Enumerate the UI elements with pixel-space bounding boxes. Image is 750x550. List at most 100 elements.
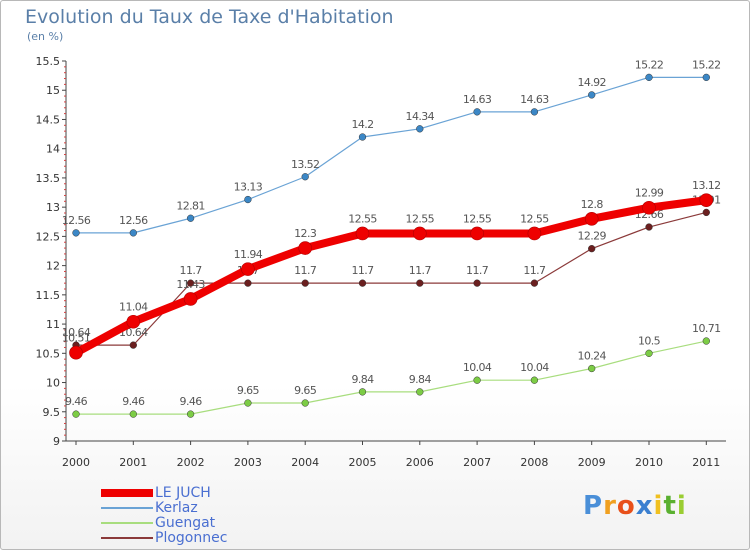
data-label: 15.22	[635, 58, 664, 71]
legend-item: Guengat	[101, 514, 227, 531]
y-tick-label: 15.5	[36, 55, 61, 68]
data-point	[69, 345, 83, 360]
y-tick-label: 10	[46, 377, 60, 390]
y-tick-label: 11.5	[36, 289, 61, 302]
x-tick-label: 2011	[692, 456, 720, 469]
proxiti-logo: Proxiti	[583, 491, 687, 521]
data-point	[645, 349, 653, 357]
legend-swatch	[101, 536, 153, 539]
data-label: 12.8	[581, 198, 604, 211]
x-tick-label: 2003	[234, 456, 262, 469]
data-label: 9.84	[409, 373, 432, 386]
y-tick-label: 15	[46, 84, 60, 97]
data-point	[584, 212, 599, 226]
data-label: 10.5	[638, 334, 661, 347]
data-point	[298, 241, 313, 255]
legend-item: LE JUCH	[101, 484, 227, 501]
x-tick-label: 2009	[578, 456, 606, 469]
data-point	[642, 200, 656, 215]
y-tick-label: 10.5	[36, 347, 61, 360]
series-line-plogonnec	[75, 211, 707, 346]
data-label: 14.92	[577, 76, 606, 89]
logo-letter: x	[635, 491, 654, 521]
data-label: 12.81	[176, 199, 205, 212]
data-point	[301, 173, 309, 181]
data-label: 9.65	[294, 384, 317, 397]
legend-label: Kerlaz	[155, 499, 198, 516]
data-point	[72, 229, 80, 237]
data-label: 12.55	[406, 212, 435, 225]
legend-swatch	[101, 488, 153, 497]
data-label: 13.52	[291, 158, 320, 171]
y-tick-label: 9.5	[43, 406, 61, 419]
data-point	[241, 262, 255, 276]
logo-letter: o	[616, 491, 636, 521]
data-point	[588, 91, 596, 99]
data-point	[702, 208, 710, 217]
x-tick-label: 2007	[463, 456, 491, 469]
y-tick-label: 12.5	[36, 230, 61, 243]
data-point	[129, 341, 137, 349]
y-tick-label: 13.5	[36, 172, 61, 185]
data-label: 9.46	[180, 395, 203, 408]
x-tick-label: 2002	[177, 456, 205, 469]
data-point	[470, 226, 484, 241]
data-label: 10.71	[692, 322, 721, 335]
data-label: 12.99	[635, 187, 664, 200]
x-tick-label: 2004	[291, 456, 319, 469]
data-label: 10.24	[577, 350, 606, 363]
data-label: 12.29	[577, 230, 606, 243]
legend-item: Kerlaz	[101, 499, 227, 516]
data-point	[186, 410, 195, 418]
data-label: 11.7	[523, 264, 546, 277]
data-point	[530, 108, 539, 116]
data-label: 12.55	[463, 212, 492, 225]
data-point	[358, 388, 367, 396]
chart-subtitle: (en %)	[27, 30, 64, 43]
logo-letter: t	[663, 491, 677, 521]
x-tick-label: 2005	[349, 456, 377, 469]
data-point	[473, 376, 481, 384]
data-label: 10.51	[62, 332, 91, 345]
legend-label: LE JUCH	[155, 484, 211, 501]
data-point	[527, 226, 542, 241]
data-label: 14.2	[351, 118, 373, 131]
data-label: 13.13	[234, 181, 263, 194]
data-point	[126, 314, 141, 329]
data-point	[702, 73, 710, 82]
data-label: 9.46	[65, 395, 88, 408]
data-label: 14.34	[406, 110, 435, 123]
data-label: 11.7	[294, 264, 317, 277]
y-tick-label: 9	[53, 435, 60, 448]
data-label: 10.04	[463, 361, 492, 374]
data-point	[530, 376, 539, 384]
legend-label: Guengat	[155, 514, 216, 531]
data-point	[416, 279, 424, 287]
data-label: 14.63	[520, 93, 549, 106]
data-point	[129, 410, 137, 418]
data-point	[645, 73, 653, 82]
x-tick-label: 2000	[62, 456, 90, 469]
data-label: 11.7	[180, 264, 203, 277]
data-label: 11.7	[351, 264, 374, 277]
data-label: 9.84	[351, 373, 374, 386]
series-line-kerlaz	[75, 76, 707, 234]
line-chart: 9 9.5 10 10.5 11 11.5 12 12.5 13 13.5 14 14.5 15 15.5…	[36, 55, 726, 469]
legend-swatch	[101, 521, 153, 524]
logo-letter: i	[653, 491, 664, 521]
y-tick-label: 11	[46, 318, 60, 331]
data-point	[412, 226, 427, 241]
chart-title: Evolution du Taux de Taxe d'Habitation	[25, 6, 394, 28]
data-label: 12.3	[294, 227, 317, 240]
data-label: 12.55	[520, 212, 549, 225]
data-point	[473, 279, 481, 287]
data-label: 11.94	[234, 248, 263, 261]
data-point	[473, 108, 481, 116]
data-point	[72, 410, 80, 418]
data-point	[416, 125, 424, 133]
series-line-le-juch	[72, 196, 711, 357]
series-line-guengat	[75, 340, 707, 415]
legend-label: Plogonnec	[155, 529, 228, 546]
legend-item: Plogonnec	[101, 529, 228, 546]
data-point	[645, 223, 653, 231]
